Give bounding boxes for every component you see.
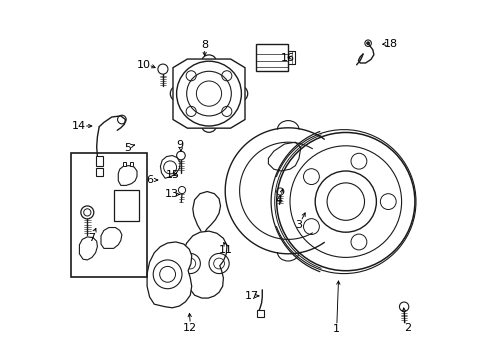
Text: 5: 5	[124, 143, 131, 153]
Text: 3: 3	[295, 220, 302, 230]
Bar	[257, 310, 264, 317]
Text: 15: 15	[166, 170, 180, 180]
Bar	[256, 44, 288, 71]
Text: 13: 13	[165, 189, 179, 199]
Text: 9: 9	[176, 140, 183, 150]
Polygon shape	[181, 231, 227, 298]
Text: 4: 4	[276, 195, 283, 205]
Text: 17: 17	[245, 291, 259, 301]
Text: 10: 10	[137, 60, 150, 70]
Bar	[122, 162, 126, 166]
Text: 16: 16	[281, 53, 295, 63]
Polygon shape	[79, 237, 98, 260]
Bar	[96, 168, 103, 176]
Bar	[72, 153, 147, 277]
Text: 2: 2	[404, 323, 411, 333]
Polygon shape	[101, 228, 122, 248]
Polygon shape	[160, 156, 180, 178]
Polygon shape	[173, 59, 245, 128]
Bar	[114, 190, 139, 221]
Polygon shape	[118, 166, 137, 185]
Text: 14: 14	[72, 121, 86, 131]
Text: 8: 8	[201, 40, 208, 50]
Polygon shape	[147, 242, 192, 308]
Text: 6: 6	[146, 175, 153, 185]
Text: 12: 12	[183, 323, 197, 333]
Text: 7: 7	[88, 233, 96, 243]
Text: 18: 18	[384, 39, 398, 49]
Bar	[130, 162, 133, 166]
Text: 1: 1	[333, 324, 340, 334]
Text: 11: 11	[220, 245, 233, 255]
Circle shape	[367, 42, 369, 45]
Bar	[96, 156, 103, 166]
